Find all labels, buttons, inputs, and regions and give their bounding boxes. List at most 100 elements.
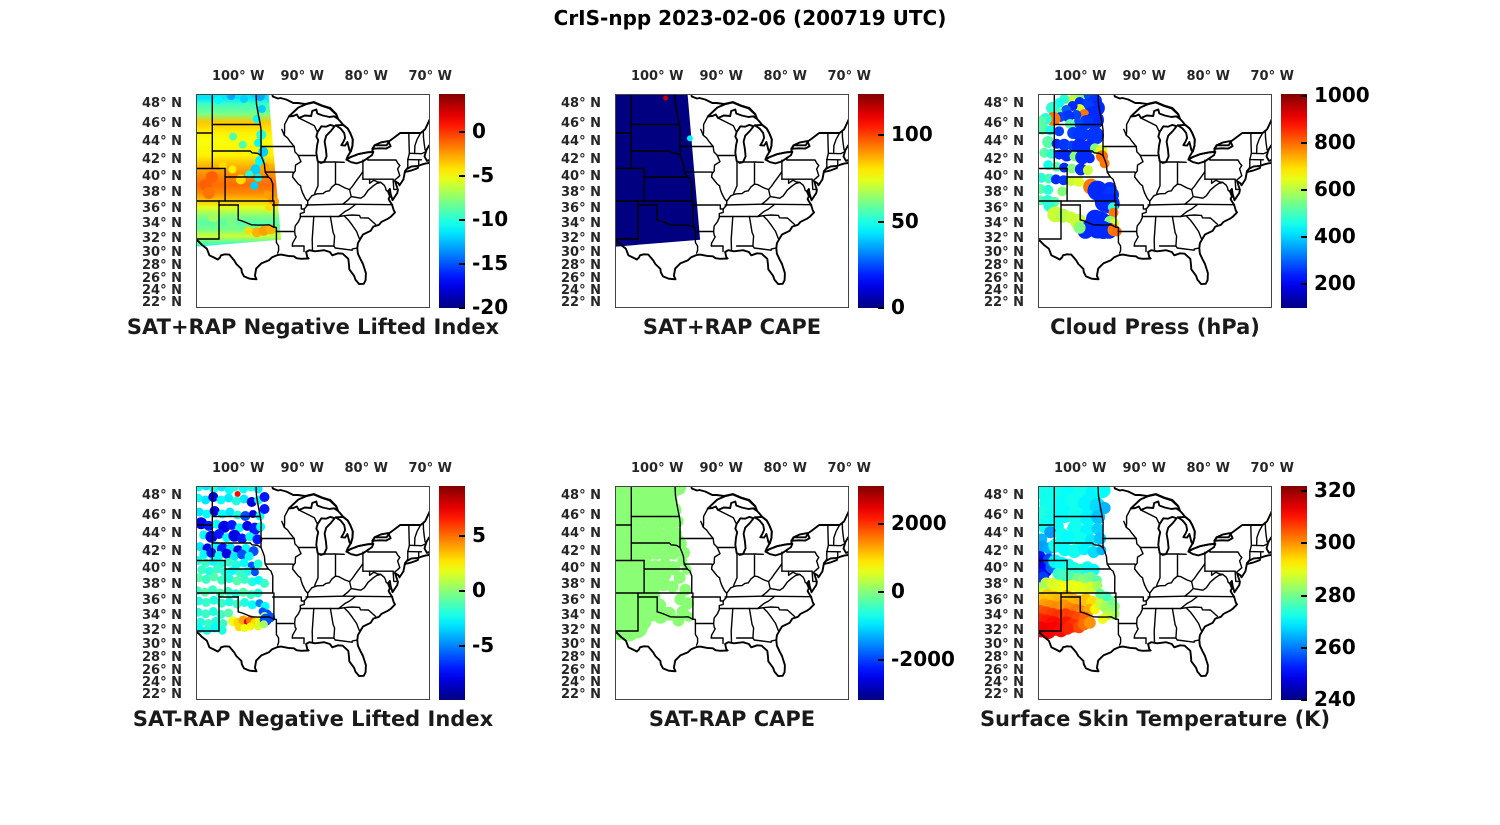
lat-tick-label: 38° N <box>984 577 1024 592</box>
lat-tick-label: 44° N <box>142 526 182 541</box>
lat-tick-label: 36° N <box>984 593 1024 608</box>
lon-tick-label: 80° W <box>763 69 807 84</box>
lat-tick-label: 34° N <box>561 608 601 623</box>
colorbar-tick <box>1301 646 1307 649</box>
lat-tick-label: 40° N <box>984 169 1024 184</box>
map-canvas <box>196 486 430 700</box>
lat-tick-label: 22° N <box>561 687 601 702</box>
colorbar-gradient <box>858 486 884 700</box>
colorbar-tick <box>1301 236 1307 239</box>
lat-tick-label: 40° N <box>142 561 182 576</box>
lat-tick-label: 28° N <box>984 258 1024 273</box>
lon-tick-label: 80° W <box>763 461 807 476</box>
lat-tick-label: 42° N <box>561 544 601 559</box>
lon-tick-label: 100° W <box>630 69 684 84</box>
lat-tick-label: 38° N <box>561 185 601 200</box>
colorbar-tick-label: 300 <box>1314 530 1356 555</box>
panel-title: SAT-RAP Negative Lifted Index <box>132 707 494 731</box>
lat-tick-label: 46° N <box>142 116 182 131</box>
colorbar-tick-label: 400 <box>1314 224 1356 249</box>
lat-tick-label: 32° N <box>561 231 601 246</box>
lon-tick-label: 90° W <box>699 69 743 84</box>
colorbar-tick-label: 100 <box>891 122 933 147</box>
lat-tick-label: 26° N <box>561 271 601 286</box>
lat-tick-label: 36° N <box>142 593 182 608</box>
colorbar-tick-label: 0 <box>891 295 905 319</box>
colorbar-tick <box>1301 594 1307 597</box>
lon-tick-label: 100° W <box>630 461 684 476</box>
lat-tick-label: 26° N <box>142 271 182 286</box>
lat-tick-label: 34° N <box>984 216 1024 231</box>
colorbar-tick-label: 240 <box>1314 687 1356 711</box>
lon-tick-label: 70° W <box>827 461 871 476</box>
lon-tick-label: 80° W <box>344 461 388 476</box>
lat-tick-label: 24° N <box>561 675 601 690</box>
colorbar-tick <box>1301 283 1307 286</box>
colorbar-tick <box>459 218 465 221</box>
lat-tick-label: 40° N <box>561 561 601 576</box>
panel-title: SAT+RAP Negative Lifted Index <box>126 315 500 339</box>
lat-tick-label: 42° N <box>142 152 182 167</box>
colorbar-tick-label: 200 <box>1314 271 1356 296</box>
lat-tick-label: 48° N <box>142 488 182 503</box>
colorbar-tick <box>1301 189 1307 192</box>
colorbar-gradient <box>1281 94 1307 308</box>
lat-tick-label: 22° N <box>984 687 1024 702</box>
colorbar-tick-label: 1000 <box>1314 83 1370 108</box>
lat-tick-label: 46° N <box>984 116 1024 131</box>
colorbar-tick-label: 800 <box>1314 130 1356 155</box>
lat-tick-label: 24° N <box>984 675 1024 690</box>
lat-tick-label: 34° N <box>142 608 182 623</box>
lon-tick-label: 100° W <box>1053 461 1107 476</box>
colorbar <box>439 94 465 308</box>
lat-tick-label: 22° N <box>142 687 182 702</box>
lat-tick-label: 38° N <box>561 577 601 592</box>
lon-tick-label: 80° W <box>1186 69 1230 84</box>
lat-tick-label: 44° N <box>984 526 1024 541</box>
colorbar-tick <box>878 659 884 662</box>
colorbar-tick-label: -15 <box>472 250 509 275</box>
lat-tick-label: 24° N <box>984 283 1024 298</box>
colorbar-tick <box>878 522 884 525</box>
lat-tick-label: 22° N <box>984 295 1024 310</box>
lat-tick-label: 30° N <box>984 245 1024 260</box>
lat-tick-label: 46° N <box>984 508 1024 523</box>
colorbar-tick-label: -5 <box>472 162 495 187</box>
colorbar <box>1281 486 1307 700</box>
lat-tick-label: 36° N <box>142 201 182 216</box>
colorbar <box>439 486 465 700</box>
colorbar-tick <box>1301 95 1307 98</box>
lat-tick-label: 32° N <box>142 231 182 246</box>
colorbar-tick <box>1301 542 1307 545</box>
colorbar-tick <box>1301 142 1307 145</box>
lat-tick-label: 28° N <box>984 650 1024 665</box>
colorbar-gradient <box>858 94 884 308</box>
lon-tick-label: 100° W <box>211 461 265 476</box>
panel-title: SAT+RAP CAPE <box>642 315 822 339</box>
lat-tick-label: 40° N <box>142 169 182 184</box>
lat-tick-label: 26° N <box>984 271 1024 286</box>
lon-tick-label: 90° W <box>1122 461 1166 476</box>
colorbar-tick <box>459 535 465 538</box>
colorbar-tick <box>1301 699 1307 701</box>
colorbar-tick-label: 0 <box>891 578 905 603</box>
colorbar-tick-label: 280 <box>1314 582 1356 607</box>
lat-tick-label: 44° N <box>561 134 601 149</box>
colorbar-tick <box>459 174 465 177</box>
lat-tick-label: 28° N <box>561 258 601 273</box>
colorbar-tick <box>878 307 884 309</box>
lat-tick-label: 38° N <box>984 185 1024 200</box>
colorbar-gradient <box>439 94 465 308</box>
lat-tick-label: 48° N <box>561 96 601 111</box>
panel-title: Surface Skin Temperature (K) <box>979 707 1331 731</box>
colorbar-tick-label: 600 <box>1314 177 1356 202</box>
lat-tick-label: 46° N <box>561 508 601 523</box>
lat-tick-label: 24° N <box>142 283 182 298</box>
lat-tick-label: 36° N <box>561 201 601 216</box>
lon-tick-label: 70° W <box>408 461 452 476</box>
map-canvas <box>1038 486 1272 700</box>
colorbar-tick <box>459 645 465 648</box>
